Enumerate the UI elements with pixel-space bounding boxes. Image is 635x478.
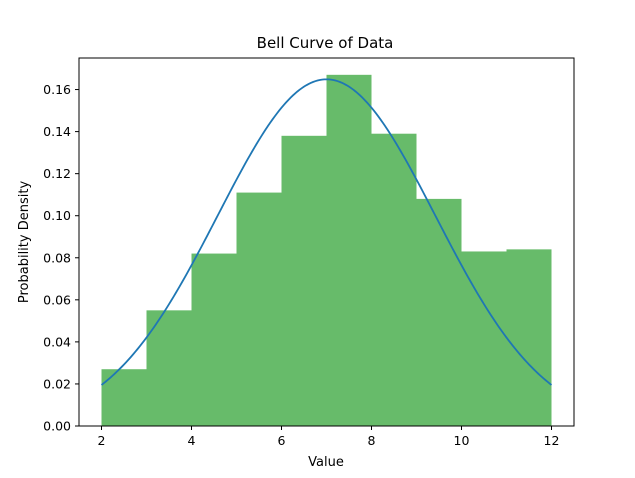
y-tick-label: 0.02: [43, 376, 71, 391]
bell-curve-line: [100, 78, 553, 386]
y-tick-label: 0.08: [43, 250, 71, 265]
x-tick-label: 6: [278, 433, 286, 448]
histogram-bars: [101, 74, 552, 426]
x-tick-label: 4: [188, 433, 196, 448]
y-tick-label: 0.10: [43, 208, 71, 223]
x-tick-label: 8: [368, 433, 376, 448]
histogram-bar: [326, 74, 372, 426]
y-axis-label: Probability Density: [17, 181, 32, 304]
x-axis-label: Value: [308, 455, 344, 470]
histogram-bar: [236, 192, 282, 426]
plot-area-frame: [78, 57, 575, 427]
x-axis-ticks: 2 4 6 8 10 12: [98, 426, 560, 448]
histogram-bar: [281, 135, 327, 426]
y-tick-label: 0.06: [43, 292, 71, 307]
histogram-bar: [506, 249, 552, 426]
y-tick-label: 0.00: [43, 419, 71, 434]
y-axis-ticks: 0.00 0.02 0.04 0.06 0.08 0.10 0.12 0.14 0.16: [43, 82, 79, 434]
y-tick-label: 0.14: [43, 124, 71, 139]
histogram-bar: [191, 253, 237, 426]
y-tick-label: 0.04: [43, 334, 71, 349]
x-tick-label: 12: [544, 433, 560, 448]
histogram-bar: [371, 133, 417, 426]
bell-curve-layer: [100, 78, 553, 386]
x-tick-label: 10: [454, 433, 470, 448]
chart-title: Bell Curve of Data: [257, 34, 394, 52]
y-tick-label: 0.12: [43, 166, 71, 181]
x-tick-label: 2: [98, 433, 106, 448]
y-tick-label: 0.16: [43, 82, 71, 97]
histogram-bar: [146, 310, 192, 426]
histogram-bar: [101, 369, 147, 426]
histogram-bar: [416, 198, 462, 426]
